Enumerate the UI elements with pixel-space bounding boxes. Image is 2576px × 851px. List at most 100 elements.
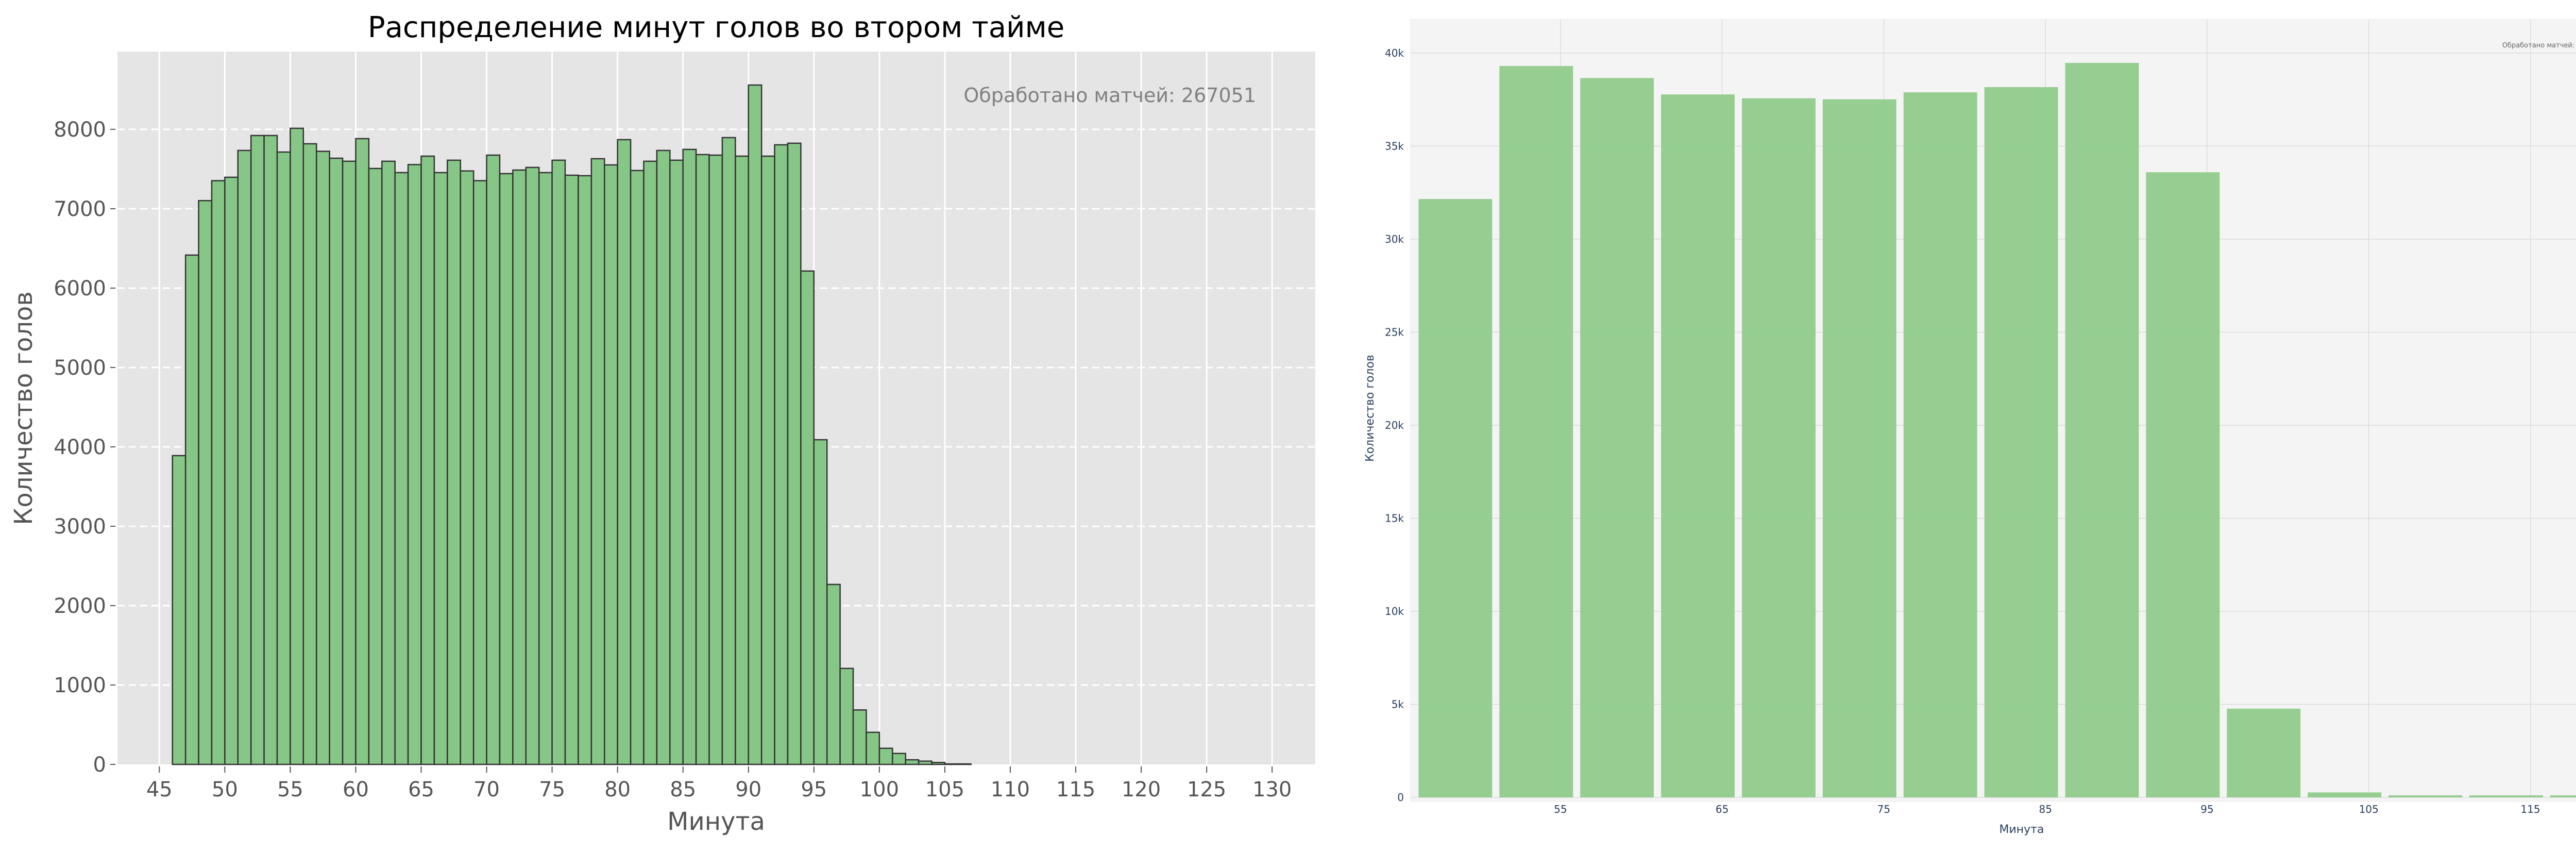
bar-minute-72 (512, 169, 527, 765)
bar-minute-80 (617, 139, 632, 765)
x-tick-label: 60 (343, 778, 369, 802)
x-tick-label: 130 (1252, 778, 1292, 802)
x-axis-label: Минута (667, 807, 765, 836)
bar-minute-101 (892, 753, 906, 765)
bar-minute-63 (394, 172, 409, 765)
y-axis: 0 1000 2000 3000 4000 5000 6000 7000 8000 (54, 118, 115, 777)
y-tick-label: 40k (1385, 47, 1404, 59)
bar-minute-64 (407, 164, 422, 765)
bar-minute-71 (499, 173, 514, 765)
bar-bin-76-81 (1903, 92, 1977, 798)
x-tick-label: 50 (212, 778, 238, 802)
bar-minute-47 (184, 254, 199, 765)
bar-minute-77 (578, 175, 592, 765)
bar-minute-55 (290, 127, 304, 765)
bar-bin-81-86 (1984, 87, 2058, 797)
y-tick-label: 3000 (54, 515, 106, 539)
y-tick-label: 30k (1385, 233, 1404, 245)
bar-bin-106-111 (2388, 795, 2463, 797)
bar-minute-70 (486, 154, 501, 765)
x-axis: 45 50 55 60 65 70 75 80 85 90 95 100 105 110 115 120 125… (146, 766, 1292, 802)
bar-bin-91-96 (2146, 172, 2220, 798)
bar-minute-104 (931, 762, 946, 765)
y-tick-label: 4000 (54, 436, 106, 459)
x-tick-label: 65 (1716, 803, 1728, 815)
x-tick-label: 110 (991, 778, 1030, 802)
y-tick-label: 5k (1392, 698, 1404, 710)
x-tick-label: 55 (1554, 803, 1567, 815)
bar-minute-95 (813, 439, 828, 765)
x-tick-label: 120 (1122, 778, 1161, 802)
bar-minute-87 (708, 154, 723, 765)
x-tick-label: 75 (1877, 803, 1890, 815)
bar-minute-48 (198, 199, 213, 765)
y-tick-label: 35k (1385, 140, 1404, 152)
bar-bin-86-91 (2065, 63, 2139, 797)
bar-minute-46 (172, 455, 187, 765)
bar-minute-58 (329, 157, 344, 765)
y-tick-label: 5000 (54, 356, 106, 380)
x-tick-label: 115 (1056, 778, 1095, 802)
bar-minute-93 (787, 142, 802, 765)
x-tick-label: 65 (408, 778, 434, 802)
bar-minute-74 (538, 172, 553, 765)
bar-minute-57 (315, 151, 330, 765)
x-tick-label: 80 (604, 778, 631, 802)
x-tick-label: 45 (146, 778, 173, 802)
bar-minute-88 (721, 137, 736, 765)
y-tick-label: 6000 (54, 277, 106, 301)
bars (1418, 63, 2576, 798)
bar-minute-59 (342, 160, 357, 765)
y-tick-label: 15k (1385, 512, 1404, 524)
bar-minute-92 (774, 144, 789, 765)
bar-minute-69 (472, 180, 487, 765)
bar-minute-52 (250, 135, 265, 765)
chart-title: Распределение минут голов во втором тайм… (368, 11, 1064, 44)
x-tick-label: 90 (735, 778, 761, 802)
annotation-matches: Обработано матчей: 267051 (2502, 42, 2576, 49)
annotation-matches: Обработано матчей: 267051 (963, 84, 1256, 107)
bar-minute-86 (695, 154, 710, 765)
y-axis-label: Количество голов (1364, 355, 1377, 462)
x-tick-label: 85 (2039, 803, 2052, 815)
bar-minute-89 (735, 155, 750, 765)
histogram-chart-left: 45 50 55 60 65 70 75 80 85 90 95 100 105 110 115 120 125… (9, 11, 1315, 836)
x-tick-label: 115 (2520, 803, 2540, 815)
bar-minute-56 (302, 143, 317, 765)
x-tick-label: 70 (473, 778, 500, 802)
y-tick-label: 20k (1385, 419, 1404, 431)
bar-bin-96-101 (2227, 708, 2301, 797)
bar-minute-54 (276, 151, 291, 765)
bar-bin-56-61 (1580, 78, 1654, 797)
bar-minute-91 (760, 155, 775, 765)
x-tick-label: 100 (860, 778, 899, 802)
bar-bin-116-121 (2550, 795, 2576, 797)
bar-bin-71-76 (1822, 99, 1896, 797)
bar-minute-84 (669, 159, 684, 765)
x-tick-label: 105 (925, 778, 964, 802)
bar-minute-62 (381, 160, 396, 765)
bar-minute-81 (630, 170, 645, 765)
bar-minute-90 (748, 84, 762, 765)
x-tick-label: 85 (670, 778, 696, 802)
y-tick-label: 0 (1397, 791, 1404, 804)
bar-minute-102 (905, 759, 920, 765)
y-tick-label: 2000 (54, 594, 106, 618)
bar-minute-75 (551, 159, 566, 765)
bar-minute-85 (682, 148, 697, 765)
bar-minute-60 (355, 138, 370, 765)
y-tick-label: 8000 (54, 118, 106, 142)
bar-minute-98 (852, 709, 867, 765)
bar-minute-94 (800, 270, 815, 765)
bar-bin-46-51 (1418, 199, 1493, 797)
bar-minute-83 (656, 149, 671, 765)
bar-minute-96 (826, 583, 841, 765)
bar-bin-51-56 (1499, 66, 1573, 798)
bar-minute-61 (368, 168, 383, 765)
y-axis: 0 5k 10k 15k 20k 25k 30k 35k 40k (1385, 47, 1404, 804)
x-tick-label: 125 (1187, 778, 1226, 802)
y-tick-label: 1000 (54, 674, 106, 697)
y-tick-label: 10k (1385, 605, 1404, 618)
bar-minute-67 (447, 159, 461, 765)
